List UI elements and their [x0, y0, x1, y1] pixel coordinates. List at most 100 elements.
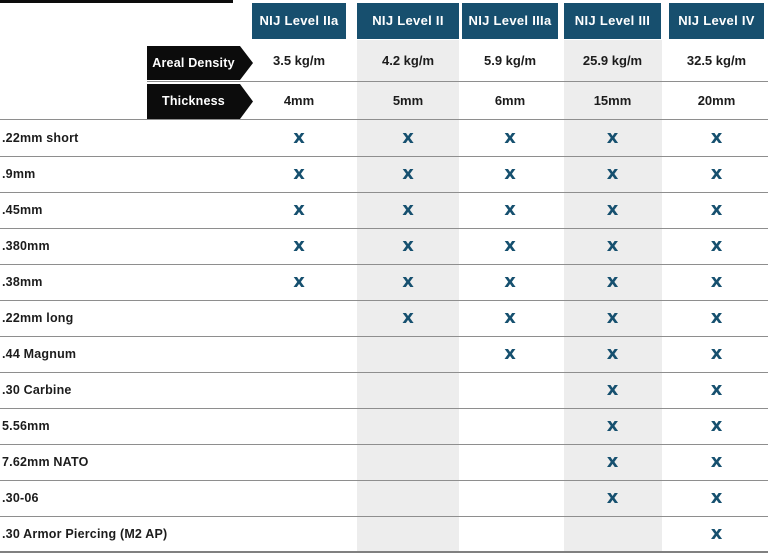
- x-mark: x: [402, 163, 414, 184]
- divider: [0, 408, 768, 409]
- areal-density-value: 32.5 kg/m: [686, 53, 747, 68]
- x-mark: x: [710, 307, 723, 328]
- divider: [0, 336, 768, 337]
- top-rule: [0, 0, 233, 3]
- ammunition-label: .44 Magnum: [2, 347, 77, 361]
- x-mark: x: [402, 127, 414, 148]
- x-mark: x: [606, 487, 619, 508]
- x-mark: x: [293, 271, 305, 292]
- x-mark: x: [606, 271, 619, 292]
- column-header-nij-level-ii: NIJ Level II: [357, 3, 459, 39]
- ammunition-label: 5.56mm: [2, 419, 50, 433]
- bottom-rule: [0, 551, 768, 553]
- table-row: .45mm x x x x x: [0, 192, 768, 228]
- x-mark: x: [710, 163, 723, 184]
- table-row: 5.56mm x x: [0, 408, 768, 444]
- divider: [147, 81, 768, 82]
- x-mark: x: [606, 163, 619, 184]
- divider: [0, 372, 768, 373]
- x-mark: x: [606, 451, 619, 472]
- table-row: .22mm short x x x x x: [0, 120, 768, 156]
- x-mark: x: [402, 235, 414, 256]
- areal-density-pennant: Areal Density: [147, 46, 253, 80]
- table-row: 7.62mm NATO x x: [0, 444, 768, 480]
- x-mark: x: [504, 307, 516, 328]
- x-mark: x: [402, 307, 414, 328]
- x-mark: x: [504, 127, 516, 148]
- table-row: .22mm long x x x x: [0, 300, 768, 336]
- ammunition-label: .30 Carbine: [2, 383, 72, 397]
- divider: [0, 480, 768, 481]
- divider: [0, 444, 768, 445]
- table-row: .30 Carbine x x: [0, 372, 768, 408]
- table-row: .38mm x x x x x: [0, 264, 768, 300]
- thickness-value: 15mm: [593, 93, 632, 108]
- x-mark: x: [710, 199, 723, 220]
- x-mark: x: [710, 415, 723, 436]
- ammunition-label: .45mm: [2, 203, 43, 217]
- thickness-value: 6mm: [494, 93, 526, 108]
- thickness-label: Thickness: [162, 94, 225, 108]
- table-row: .44 Magnum x x x: [0, 336, 768, 372]
- x-mark: x: [606, 307, 619, 328]
- table-row: .380mm x x x x x: [0, 228, 768, 264]
- column-header-nij-level-iiia: NIJ Level IIIa: [462, 3, 558, 39]
- x-mark: x: [402, 271, 414, 292]
- divider: [0, 264, 768, 265]
- ammunition-label: .9mm: [2, 167, 36, 181]
- x-mark: x: [504, 343, 516, 364]
- thickness-pennant: Thickness: [147, 84, 253, 119]
- table-row: .30 Armor Piercing (M2 AP) x: [0, 516, 768, 552]
- x-mark: x: [293, 163, 305, 184]
- x-mark: x: [710, 271, 723, 292]
- x-mark: x: [293, 127, 305, 148]
- column-stripe-nij-level-ii: [357, 40, 459, 551]
- areal-density-value: 25.9 kg/m: [582, 53, 643, 68]
- column-header-nij-level-iv: NIJ Level IV: [669, 3, 764, 39]
- ammunition-label: .30 Armor Piercing (M2 AP): [2, 527, 168, 541]
- ammunition-label: 7.62mm NATO: [2, 455, 89, 469]
- divider: [0, 156, 768, 157]
- x-mark: x: [606, 415, 619, 436]
- x-mark: x: [710, 379, 723, 400]
- table-row: .30-06 x x: [0, 480, 768, 516]
- x-mark: x: [710, 235, 723, 256]
- x-mark: x: [504, 199, 516, 220]
- thickness-value: 20mm: [697, 93, 736, 108]
- column-stripe-nij-level-iii: [564, 40, 662, 551]
- divider: [0, 119, 768, 120]
- x-mark: x: [293, 235, 305, 256]
- column-header-nij-level-iii: NIJ Level III: [564, 3, 661, 39]
- x-mark: x: [504, 235, 516, 256]
- areal-density-label: Areal Density: [152, 56, 235, 70]
- x-mark: x: [606, 235, 619, 256]
- x-mark: x: [710, 487, 723, 508]
- x-mark: x: [710, 523, 723, 544]
- table-row: .9mm x x x x x: [0, 156, 768, 192]
- areal-density-value: 4.2 kg/m: [381, 53, 435, 68]
- divider: [0, 192, 768, 193]
- x-mark: x: [606, 379, 619, 400]
- ammunition-label: .22mm long: [2, 311, 74, 325]
- thickness-value: 5mm: [392, 93, 424, 108]
- x-mark: x: [504, 163, 516, 184]
- x-mark: x: [710, 451, 723, 472]
- ammunition-label: .380mm: [2, 239, 50, 253]
- areal-density-value: 3.5 kg/m: [272, 53, 326, 68]
- x-mark: x: [606, 127, 619, 148]
- divider: [0, 300, 768, 301]
- x-mark: x: [504, 271, 516, 292]
- x-mark: x: [710, 343, 723, 364]
- x-mark: x: [606, 343, 619, 364]
- divider: [0, 228, 768, 229]
- x-mark: x: [402, 199, 414, 220]
- column-header-nij-level-iia: NIJ Level IIa: [252, 3, 346, 39]
- x-mark: x: [293, 199, 305, 220]
- areal-density-value: 5.9 kg/m: [483, 53, 537, 68]
- ammunition-label: .30-06: [2, 491, 39, 505]
- divider: [0, 516, 768, 517]
- ammunition-label: .22mm short: [2, 131, 79, 145]
- x-mark: x: [606, 199, 619, 220]
- x-mark: x: [710, 127, 723, 148]
